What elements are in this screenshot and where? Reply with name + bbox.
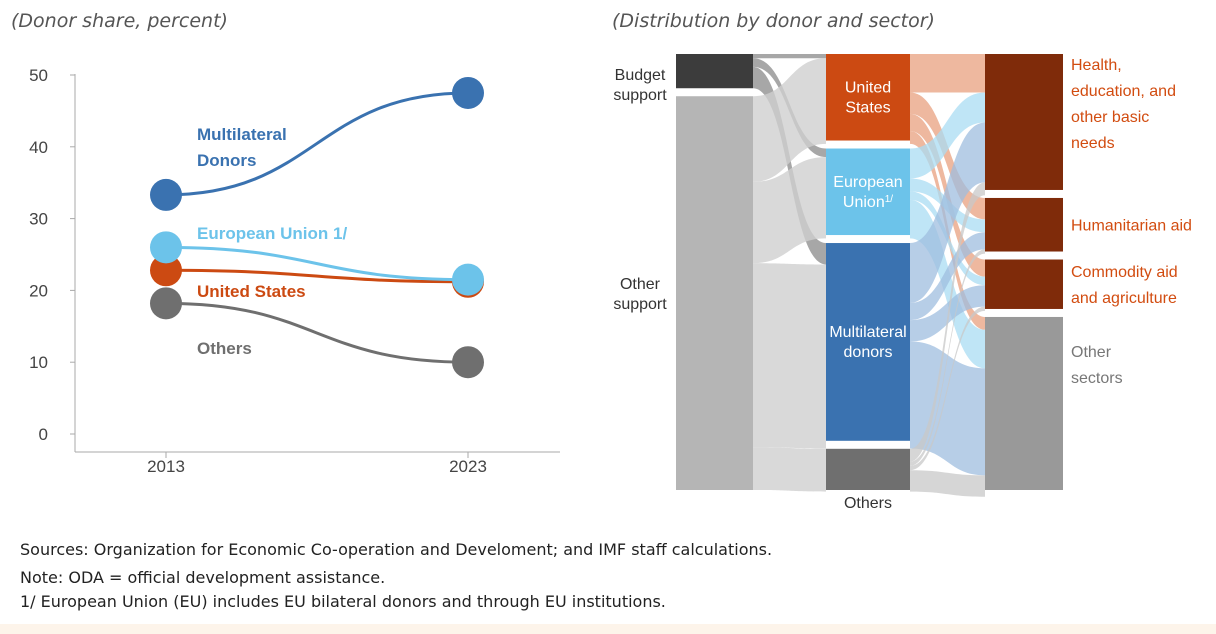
flow-band	[910, 285, 985, 342]
donor-label-superscript: 1/	[885, 193, 894, 204]
sector-label: Commodity aid	[1071, 264, 1178, 281]
source-label: support	[613, 87, 667, 104]
data-point	[452, 263, 484, 296]
series-line	[165, 268, 469, 284]
donor-label: donors	[844, 344, 893, 361]
flow-band	[910, 306, 985, 471]
donor-label: United	[845, 79, 891, 96]
donor-node	[826, 148, 910, 236]
series-label: Multilateral	[197, 125, 287, 144]
sector-label: other basic	[1071, 109, 1149, 126]
data-point	[150, 231, 182, 264]
eu-footnote: 1/ European Union (EU) includes EU bilat…	[20, 592, 666, 611]
series-label: European Union 1/	[197, 224, 347, 243]
flow-band	[753, 54, 826, 59]
flow-band	[910, 249, 985, 466]
donor-label: European	[833, 174, 902, 191]
flow-band	[910, 122, 985, 303]
series-label: Others	[197, 339, 252, 358]
y-tick-label: 20	[29, 281, 48, 300]
flow-band	[753, 263, 826, 449]
sankey-chart: Budget support Other support United States Eur…	[613, 54, 1192, 512]
sector-label: Humanitarian aid	[1071, 218, 1192, 235]
series-line	[165, 245, 469, 282]
flow-band	[753, 58, 826, 182]
data-point	[452, 76, 484, 109]
y-tick-label: 0	[39, 425, 48, 444]
sector-node	[985, 259, 1063, 309]
sector-node	[985, 197, 1063, 252]
source-label: support	[613, 296, 667, 313]
flow-band	[753, 157, 826, 264]
sector-label: Health,	[1071, 57, 1122, 74]
sector-label: needs	[1071, 135, 1115, 152]
sector-label: Other	[1071, 344, 1112, 361]
donor-label: Multilateral	[829, 324, 906, 341]
flow-band	[910, 232, 985, 321]
oda-note: Note: ODA = official development assista…	[20, 568, 386, 587]
flow-band	[910, 54, 985, 93]
sector-node	[985, 316, 1063, 490]
sector-label: and agriculture	[1071, 290, 1177, 307]
source-node	[676, 96, 753, 491]
sankey-subtitle: (Distribution by donor and sector)	[612, 10, 935, 32]
sources-note: Sources: Organization for Economic Co-op…	[20, 540, 773, 559]
donor-node	[826, 243, 910, 441]
series-label: Donors	[197, 151, 257, 170]
donor-node	[826, 448, 910, 490]
line-chart: 0 10 20 30 40 50 2013 2023 Multilateral Donors Eur…	[29, 66, 560, 476]
source-label: Other	[620, 276, 661, 293]
sector-node	[985, 54, 1063, 190]
x-tick-label: 2013	[147, 457, 185, 476]
flow-band	[910, 470, 985, 497]
data-point	[452, 346, 484, 379]
flow-band	[753, 447, 826, 492]
y-tick-label: 30	[29, 210, 48, 229]
sector-label: education, and	[1071, 83, 1176, 100]
donor-label: States	[845, 99, 890, 116]
series-line	[165, 301, 469, 364]
x-tick-label: 2023	[449, 457, 487, 476]
y-tick-label: 10	[29, 353, 48, 372]
data-point	[150, 178, 182, 211]
donor-label: Union1/	[843, 193, 893, 211]
donor-label: Others	[844, 495, 892, 512]
source-node	[676, 54, 753, 89]
data-point	[150, 287, 182, 320]
flow-band	[910, 182, 985, 462]
line-chart-subtitle: (Donor share, percent)	[11, 10, 228, 32]
series-line	[165, 91, 469, 197]
flow-band	[753, 66, 826, 265]
y-tick-label: 40	[29, 138, 48, 157]
y-tick-label: 50	[29, 66, 48, 85]
data-point	[150, 254, 182, 287]
sector-label: sectors	[1071, 370, 1123, 387]
source-label: Budget	[615, 67, 666, 84]
donor-node	[826, 54, 910, 141]
series-label: United States	[197, 282, 306, 301]
flow-band	[910, 92, 985, 179]
